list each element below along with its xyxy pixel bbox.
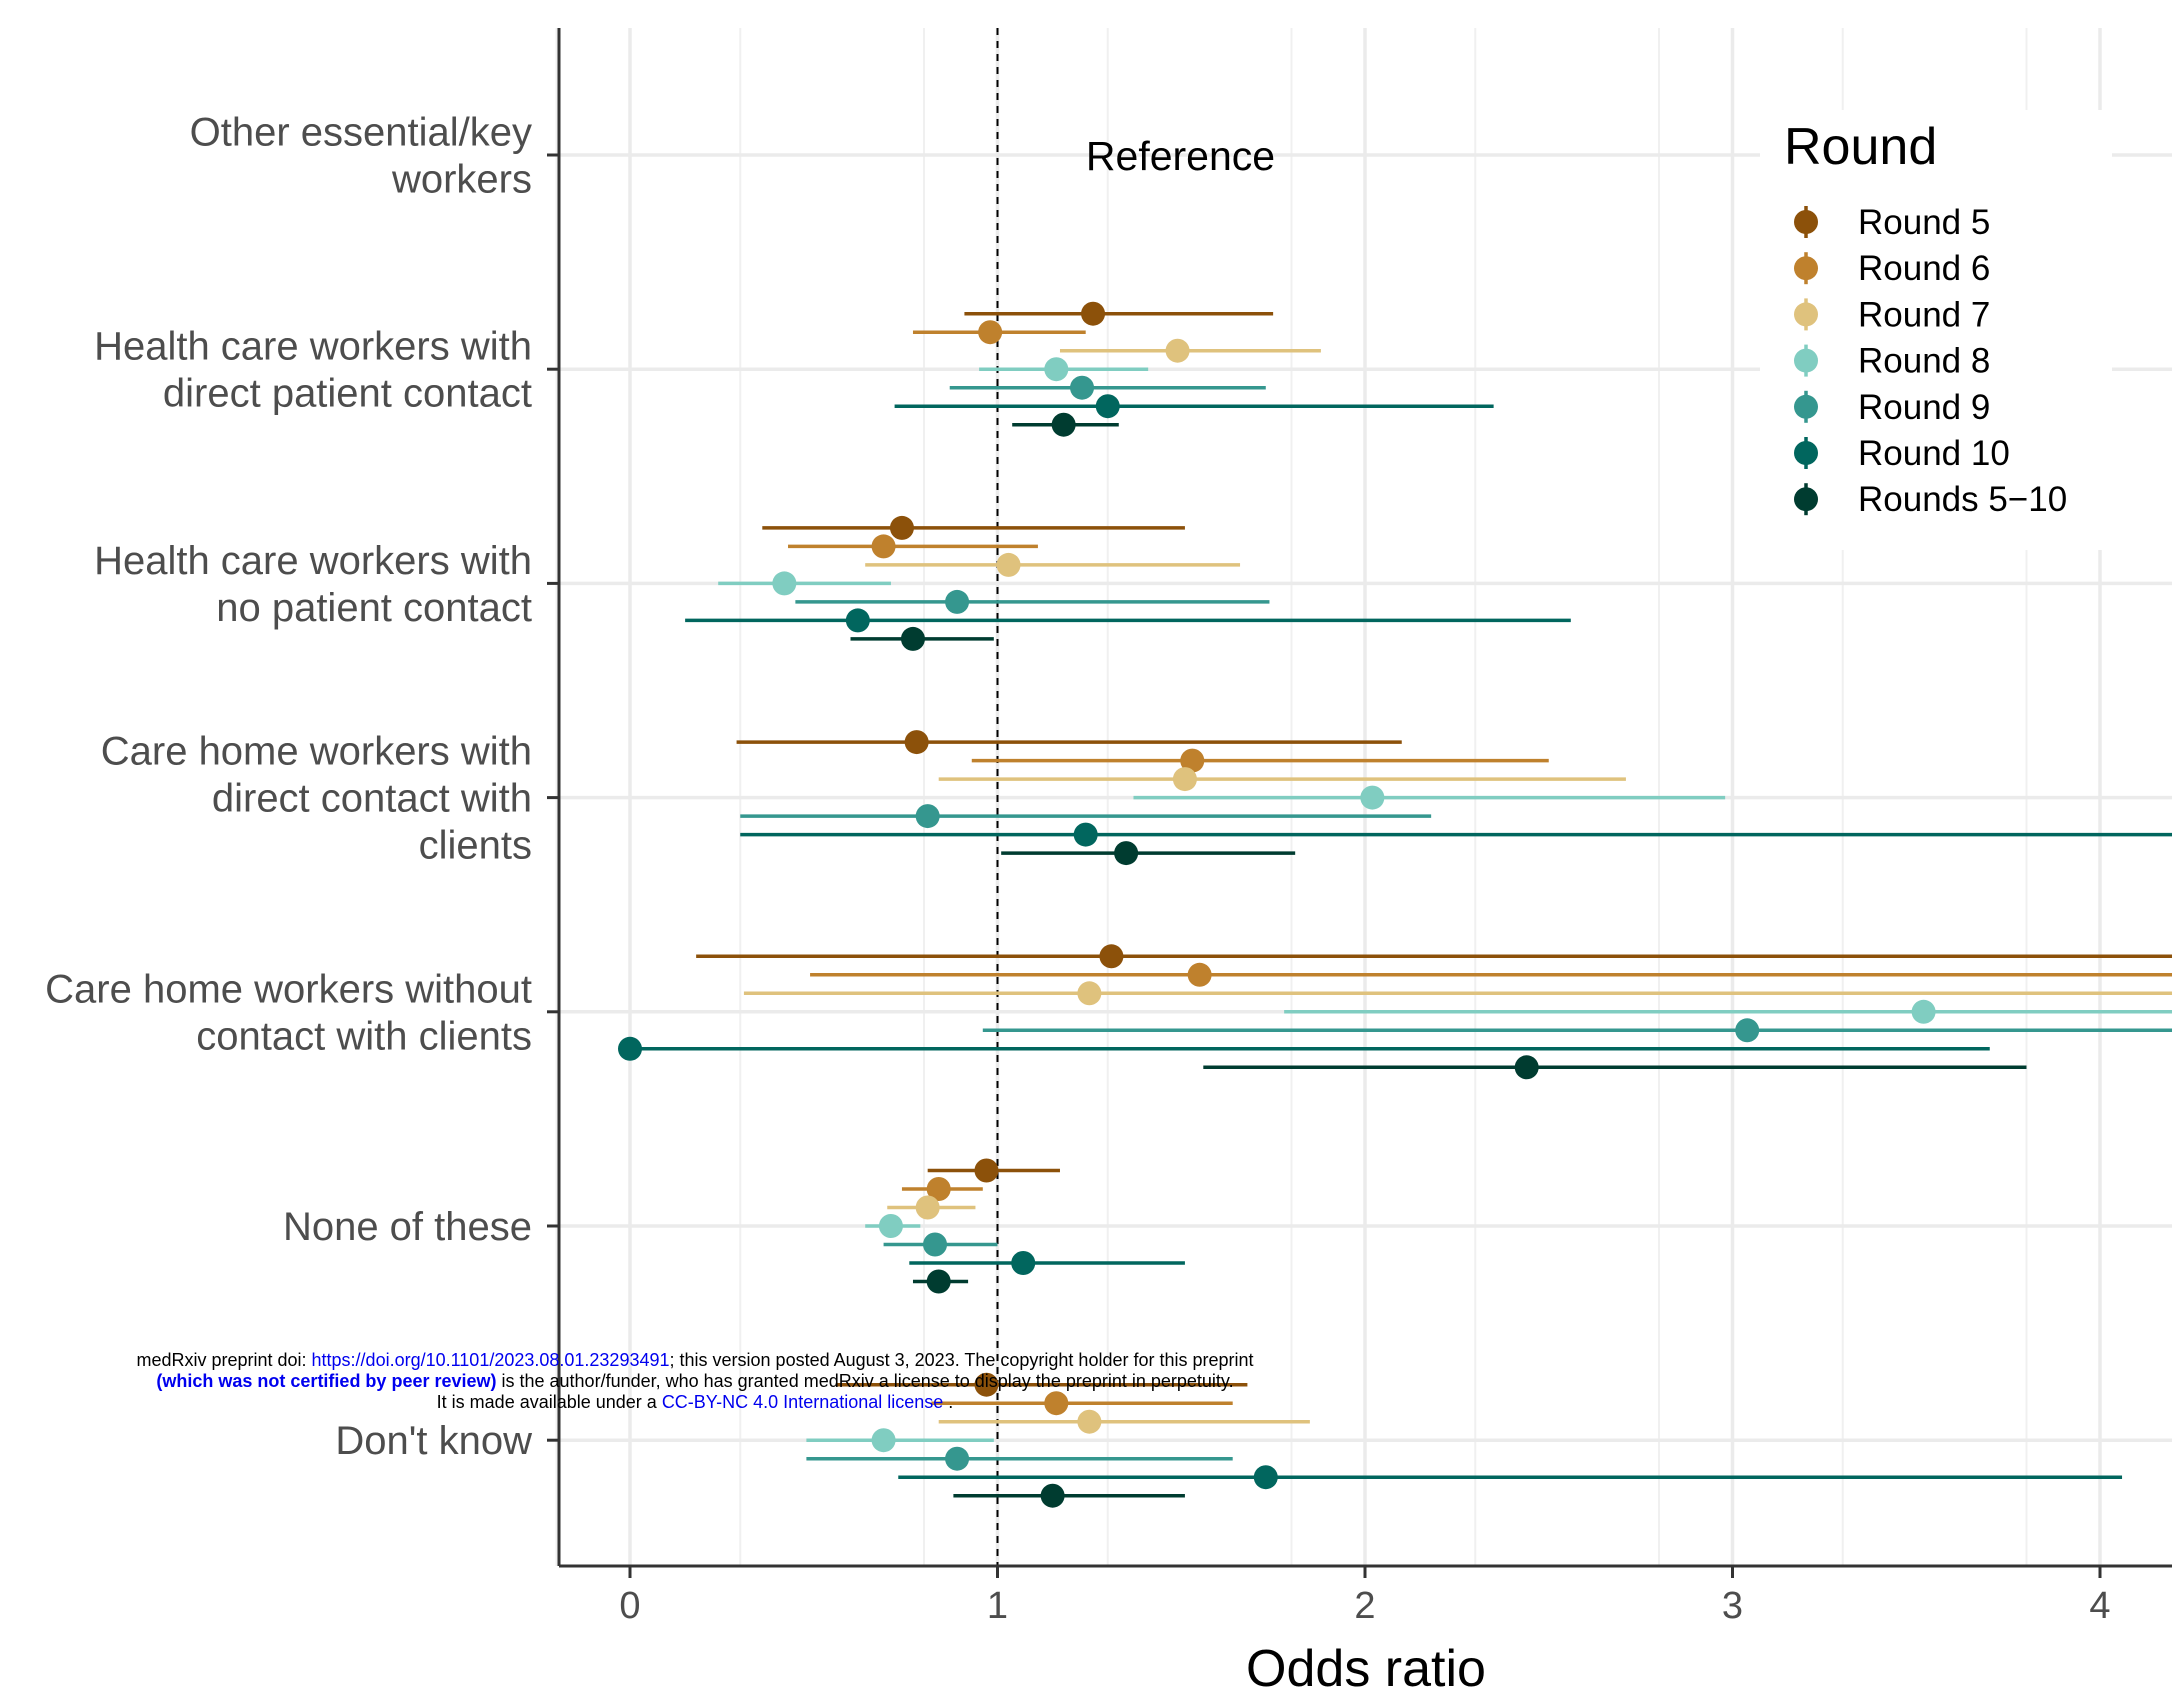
odds-ratio-point [900,626,925,651]
odds-ratio-point [1911,999,1936,1024]
legend-title: Round [1784,118,1937,176]
x-axis-title: Odds ratio [1246,1640,1486,1697]
data-marks [618,301,2172,1508]
x-tick-label: 3 [1722,1585,1743,1627]
odds-ratio-point [878,1214,903,1238]
x-axis-ticks: 0 1 2 3 4 [619,1566,2111,1627]
category-label: contact with clients [196,1014,532,1058]
odds-ratio-point [1114,841,1139,866]
odds-ratio-point [945,1446,970,1471]
legend-key-point [1794,394,1818,419]
notice-line-2: (which was not certified by peer review)… [0,1371,1390,1392]
legend-key-point [1794,256,1818,281]
odds-ratio-point [1077,1409,1102,1434]
availability-prefix: It is made available under a [436,1392,662,1412]
category-label: clients [419,824,532,868]
odds-ratio-point [926,1177,951,1201]
odds-ratio-point [923,1232,948,1257]
reference-layer: Reference [996,28,1275,1566]
odds-ratio-point [974,1372,999,1397]
legend-label: Round 8 [1858,342,1990,381]
odds-ratio-point [974,1158,999,1183]
legend-label: Round 6 [1858,249,1990,288]
legend-key-point [1794,210,1818,234]
license-link[interactable]: CC-BY-NC 4.0 International license [661,1392,944,1412]
odds-ratio-point [926,1269,951,1294]
odds-ratio-point [1172,767,1197,792]
legend-label: Rounds 5−10 [1858,480,2067,519]
odds-ratio-point [915,804,940,829]
odds-ratio-point [1187,962,1212,987]
notice-doi-prefix: medRxiv preprint doi: [136,1350,312,1370]
legend-key-point [1794,348,1818,373]
x-tick-label: 0 [619,1585,640,1627]
legend-background [1760,110,2112,550]
license-notice: is the author/funder, who has granted me… [496,1371,1234,1391]
odds-ratio-point [1070,375,1095,400]
category-label: workers [391,158,532,202]
x-tick-label: 2 [1354,1585,1375,1627]
legend-label: Round 9 [1858,388,1990,427]
odds-ratio-point [1044,1391,1069,1416]
odds-ratio-point [845,608,870,633]
odds-ratio-point [1360,785,1385,810]
odds-ratio-point [871,534,896,559]
legend-label: Round 10 [1858,434,2010,473]
odds-ratio-point [1044,357,1069,382]
legend-key-point [1794,302,1818,327]
odds-ratio-point [889,515,914,540]
odds-ratio-point [945,589,970,614]
notice-line-1: medRxiv preprint doi: https://doi.org/10… [0,1350,1390,1371]
legend-label: Round 5 [1858,203,1990,242]
odds-ratio-point [1011,1251,1036,1275]
odds-ratio-point [1040,1483,1065,1508]
odds-ratio-point [978,320,1003,345]
odds-ratio-point [772,571,797,596]
odds-ratio-point [618,1036,642,1061]
peer-review-notice: (which was not certified by peer review) [156,1371,497,1391]
notice-line-3: It is made available under a CC-BY-NC 4.… [0,1392,1390,1413]
notice-doi-suffix: ; this version posted August 3, 2023. Th… [669,1350,1254,1370]
odds-ratio-point [1253,1465,1278,1490]
odds-ratio-point [1165,338,1190,363]
odds-ratio-point [915,1195,940,1220]
availability-suffix: . [943,1392,954,1412]
category-label: None of these [283,1205,532,1249]
category-label: Don't know [335,1419,532,1463]
category-label: direct patient contact [163,372,532,416]
odds-ratio-point [871,1428,896,1453]
odds-ratio-point [1077,981,1102,1006]
reference-label: Reference [1086,133,1275,179]
category-label: Care home workers with [101,730,532,774]
odds-ratio-point [1095,394,1120,419]
x-tick-label: 4 [2089,1585,2110,1627]
category-label: Other essential/key [190,111,532,155]
odds-ratio-point [1180,748,1205,773]
legend-items: Round 5 Round 6 Round 7 Round 8 Round 9 Round… [1794,203,2067,519]
category-label: no patient contact [216,586,532,630]
legend-label: Round 7 [1858,295,1990,334]
odds-ratio-point [1081,301,1106,326]
category-label: Health care workers with [94,539,532,583]
legend-key-point [1794,487,1818,512]
odds-ratio-point [1073,822,1098,847]
odds-ratio-point [904,730,929,755]
odds-ratio-point [1735,1018,1760,1043]
odds-ratio-point [1051,412,1076,437]
odds-ratio-point [996,552,1021,577]
preprint-notice: medRxiv preprint doi: https://doi.org/10… [0,1350,1390,1413]
category-label: Health care workers with [94,325,532,369]
legend-key-point [1794,441,1818,465]
x-tick-label: 1 [987,1585,1008,1627]
category-label: Care home workers without [45,967,532,1011]
doi-link[interactable]: https://doi.org/10.1101/2023.08.01.23293… [311,1350,670,1370]
odds-ratio-point [1099,944,1124,969]
category-label: direct contact with [212,777,532,821]
odds-ratio-point [1514,1055,1539,1080]
